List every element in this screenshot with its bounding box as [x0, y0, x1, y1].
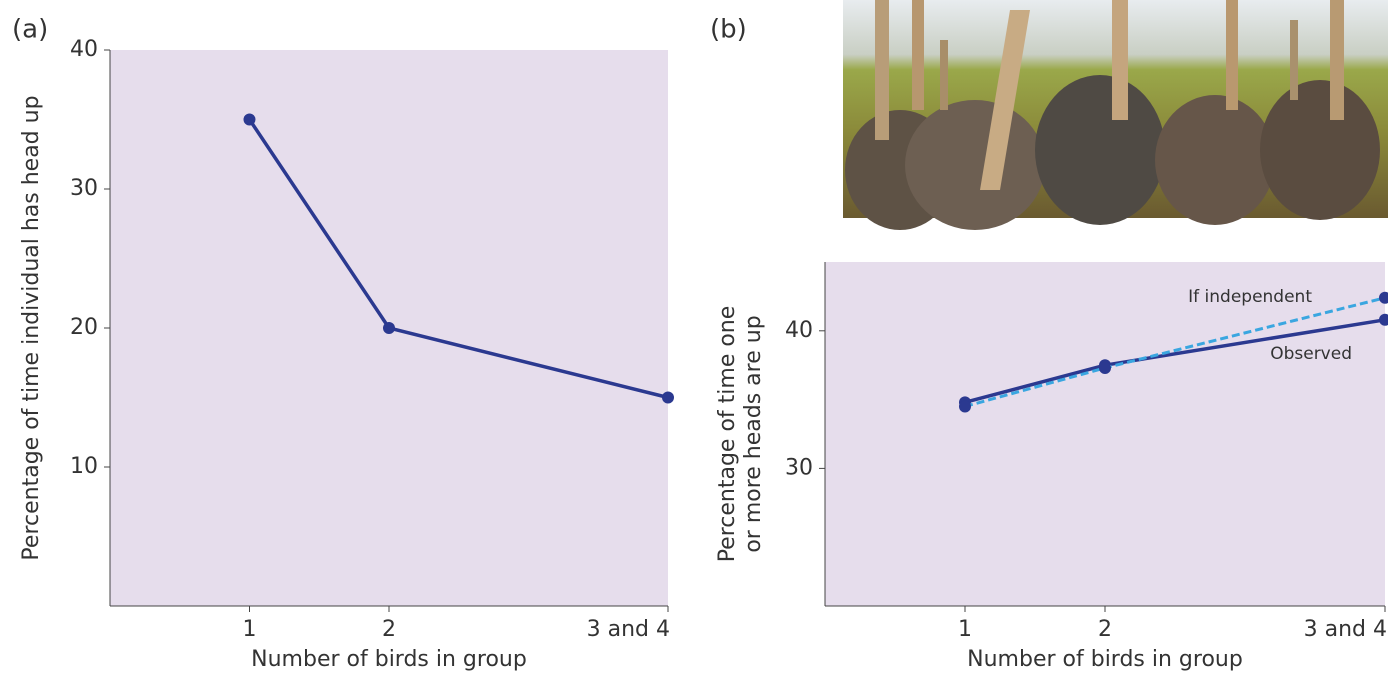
y-tick-label: 30 [785, 455, 813, 480]
x-axis-label: Number of birds in group [251, 647, 527, 672]
y-axis-label: Percentage of time individual has head u… [19, 95, 44, 560]
point [383, 322, 395, 334]
series-label: If independent [1188, 287, 1312, 307]
point [1379, 291, 1388, 304]
point [1099, 361, 1111, 374]
y-tick-label: 10 [70, 454, 98, 479]
x-tick-label: 3 and 4 [587, 617, 670, 642]
x-tick-label: 1 [958, 617, 972, 642]
y-tick-label: 30 [70, 176, 98, 201]
x-tick-label: 2 [382, 617, 396, 642]
series-label: Observed [1270, 344, 1352, 364]
panel-label: (a) [12, 15, 48, 45]
y-tick-label: 20 [70, 315, 98, 340]
x-tick-label: 2 [1098, 617, 1112, 642]
y-tick-label: 40 [785, 318, 813, 343]
point [662, 391, 674, 404]
y-axis-label: or more heads are up [741, 315, 766, 552]
photo [843, 0, 1388, 230]
point [1379, 313, 1388, 326]
point [243, 113, 256, 126]
x-tick-label: 1 [243, 617, 257, 642]
panel-label: (b) [710, 15, 747, 45]
y-axis-label: Percentage of time one [715, 306, 740, 563]
point [959, 400, 971, 413]
y-tick-label: 40 [70, 37, 98, 62]
x-axis-label: Number of birds in group [967, 647, 1243, 672]
x-tick-label: 3 and 4 [1304, 617, 1387, 642]
plot-area [825, 262, 1385, 606]
